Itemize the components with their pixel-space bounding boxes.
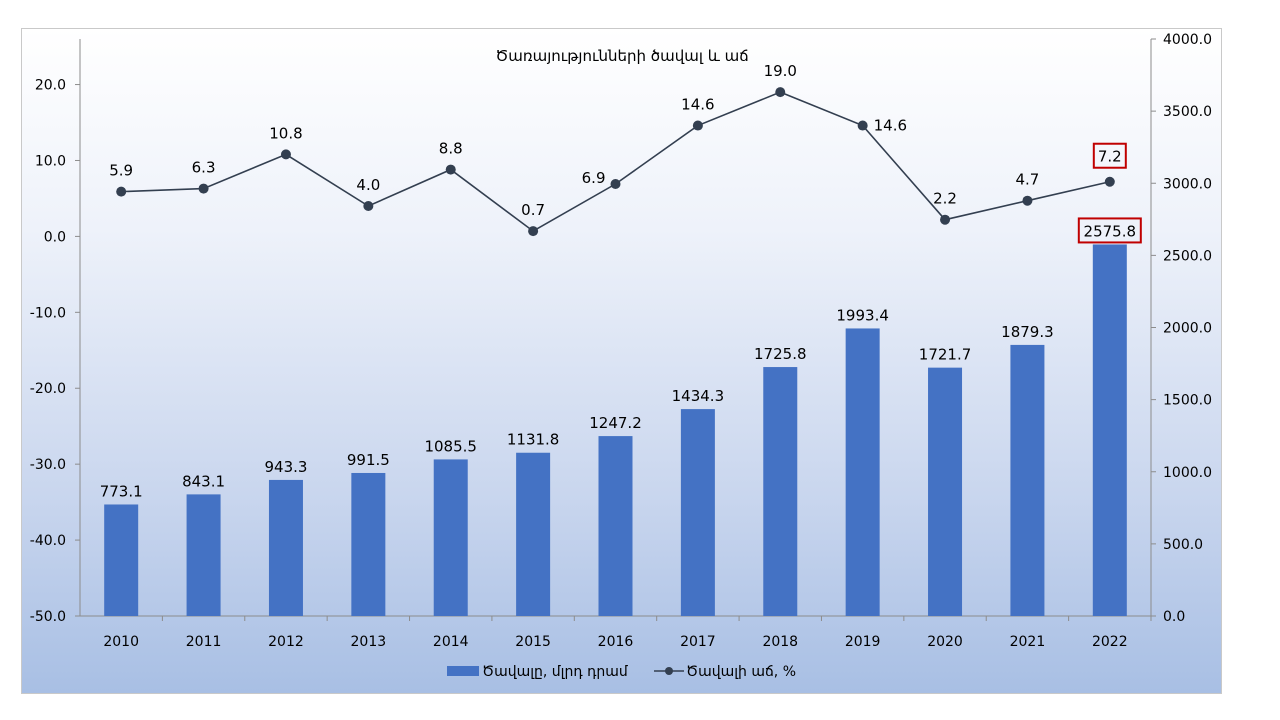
bar-label-2021: 1879.3 xyxy=(1001,323,1054,341)
bar-2019 xyxy=(845,328,880,616)
x-axis-tick-label: 2018 xyxy=(762,634,798,650)
right-axis-tick-label: 2000.0 xyxy=(1163,321,1212,337)
growth-label-2014: 8.8 xyxy=(439,140,463,158)
line-series xyxy=(116,87,1115,237)
bar-2015 xyxy=(516,452,551,616)
growth-point-2013 xyxy=(363,201,374,212)
growth-point-2018 xyxy=(775,87,786,98)
growth-label-2018: 19.0 xyxy=(764,62,797,80)
bar-2012 xyxy=(268,479,303,616)
chart-title: Ծառայությունների ծավալ և աճ xyxy=(495,47,748,65)
growth-label-highlight-box xyxy=(1092,142,1127,169)
bar-label-2018: 1725.8 xyxy=(754,345,807,363)
right-axis-tick-label: 0.0 xyxy=(1163,609,1185,625)
bar-label-2017: 1434.3 xyxy=(672,387,725,405)
x-axis-tick-label: 2021 xyxy=(1010,634,1046,650)
growth-point-2019 xyxy=(857,120,868,131)
bar-label-highlight-box xyxy=(1077,217,1142,244)
growth-point-2021 xyxy=(1022,195,1033,206)
growth-point-2014 xyxy=(445,164,456,175)
bar-label-2019: 1993.4 xyxy=(836,306,889,324)
bar-2016 xyxy=(598,436,633,616)
bar-label-2020: 1721.7 xyxy=(919,346,972,364)
bar-2013 xyxy=(351,472,386,616)
left-axis-tick-label: 10.0 xyxy=(35,153,66,169)
left-axis-tick-label: -30.0 xyxy=(30,457,66,473)
bar-2014 xyxy=(433,459,468,616)
growth-label-2011: 6.3 xyxy=(192,159,216,177)
x-axis-tick-label: 2013 xyxy=(351,634,387,650)
growth-label-2020: 2.2 xyxy=(933,190,957,208)
right-axis-tick-label: 1500.0 xyxy=(1163,393,1212,409)
right-axis-tick-label: 1000.0 xyxy=(1163,465,1212,481)
left-axis-tick-label: 20.0 xyxy=(35,78,66,94)
bar-label-2013: 991.5 xyxy=(347,451,390,469)
right-axis-tick-label: 3000.0 xyxy=(1163,176,1212,192)
left-axis-tick-label: 0.0 xyxy=(44,229,66,245)
left-axis-tick-label: -50.0 xyxy=(30,609,66,625)
right-axis-tick-label: 3500.0 xyxy=(1163,104,1212,120)
chart-frame: 20.0 10.0 0.0 -10.0 -20.0 -30.0 -40.0 -50.0 4000… xyxy=(21,28,1222,694)
growth-label-2013: 4.0 xyxy=(356,176,380,194)
left-axis-tick-label: -20.0 xyxy=(30,381,66,397)
x-axis-tick-label: 2015 xyxy=(515,634,551,650)
growth-line xyxy=(121,91,1110,233)
bar-series xyxy=(104,244,1127,616)
bar-2011 xyxy=(186,494,221,616)
growth-label-2016: 6.9 xyxy=(582,169,606,187)
growth-label-2012: 10.8 xyxy=(269,124,302,142)
growth-point-2016 xyxy=(610,179,621,190)
growth-point-2020 xyxy=(940,214,951,225)
growth-label-2017: 14.6 xyxy=(681,96,714,114)
right-axis-tick-label: 2500.0 xyxy=(1163,248,1212,264)
growth-label-2021: 4.7 xyxy=(1015,171,1039,189)
combo-chart: 20.0 10.0 0.0 -10.0 -20.0 -30.0 -40.0 -50.0 4000… xyxy=(30,32,1212,680)
bar-label-2014: 1085.5 xyxy=(424,437,477,455)
growth-point-2015 xyxy=(528,226,539,237)
data-labels: 773.1 843.1 943.3 991.5 1085.5 1131.8 1247.2 14… xyxy=(100,62,1142,500)
legend-bar-label: Ծավալը, մլրդ դրամ xyxy=(482,664,629,680)
axes: 20.0 10.0 0.0 -10.0 -20.0 -30.0 -40.0 -50.0 4000… xyxy=(30,32,1212,650)
legend-bar-swatch xyxy=(447,666,479,676)
growth-label-2015: 0.7 xyxy=(521,201,545,219)
bar-2020 xyxy=(928,367,963,616)
x-axis-tick-label: 2017 xyxy=(680,634,716,650)
left-axis-tick-label: -40.0 xyxy=(30,533,66,549)
growth-point-2022 xyxy=(1104,176,1115,187)
x-axis-tick-label: 2019 xyxy=(845,634,881,650)
bar-2021 xyxy=(1010,344,1045,616)
bar-label-2012: 943.3 xyxy=(264,458,307,476)
bar-label-2016: 1247.2 xyxy=(589,414,642,432)
growth-label-2019: 14.6 xyxy=(874,117,907,135)
bar-2018 xyxy=(763,367,798,616)
bar-label-2015: 1131.8 xyxy=(507,431,560,449)
x-axis-tick-label: 2011 xyxy=(186,634,222,650)
x-axis-tick-label: 2020 xyxy=(927,634,963,650)
growth-label-2022: 7.2 xyxy=(1098,148,1122,166)
bar-label-2011: 843.1 xyxy=(182,472,225,490)
bar-2017 xyxy=(680,409,715,616)
bar-2010 xyxy=(104,504,139,616)
growth-point-2017 xyxy=(692,120,703,131)
growth-point-2012 xyxy=(280,149,291,160)
bar-label-2010: 773.1 xyxy=(100,482,143,500)
bar-2022 xyxy=(1092,244,1127,616)
x-axis-tick-label: 2012 xyxy=(268,634,304,650)
growth-point-2010 xyxy=(116,186,127,197)
growth-label-2010: 5.9 xyxy=(109,162,133,180)
left-axis-tick-label: -10.0 xyxy=(30,305,66,321)
bar-label-2022: 2575.8 xyxy=(1084,222,1137,240)
x-axis-tick-label: 2016 xyxy=(598,634,634,650)
legend-line-label: Ծավալի աճ, % xyxy=(686,664,796,680)
legend: Ծավալը, մլրդ դրամ Ծավալի աճ, % xyxy=(447,664,796,680)
right-axis-tick-label: 4000.0 xyxy=(1163,32,1212,48)
growth-point-2011 xyxy=(198,183,209,194)
x-axis-tick-label: 2022 xyxy=(1092,634,1128,650)
x-axis-tick-label: 2010 xyxy=(103,634,139,650)
x-axis-tick-label: 2014 xyxy=(433,634,469,650)
legend-line-marker xyxy=(665,667,673,675)
right-axis-tick-label: 500.0 xyxy=(1163,537,1203,553)
